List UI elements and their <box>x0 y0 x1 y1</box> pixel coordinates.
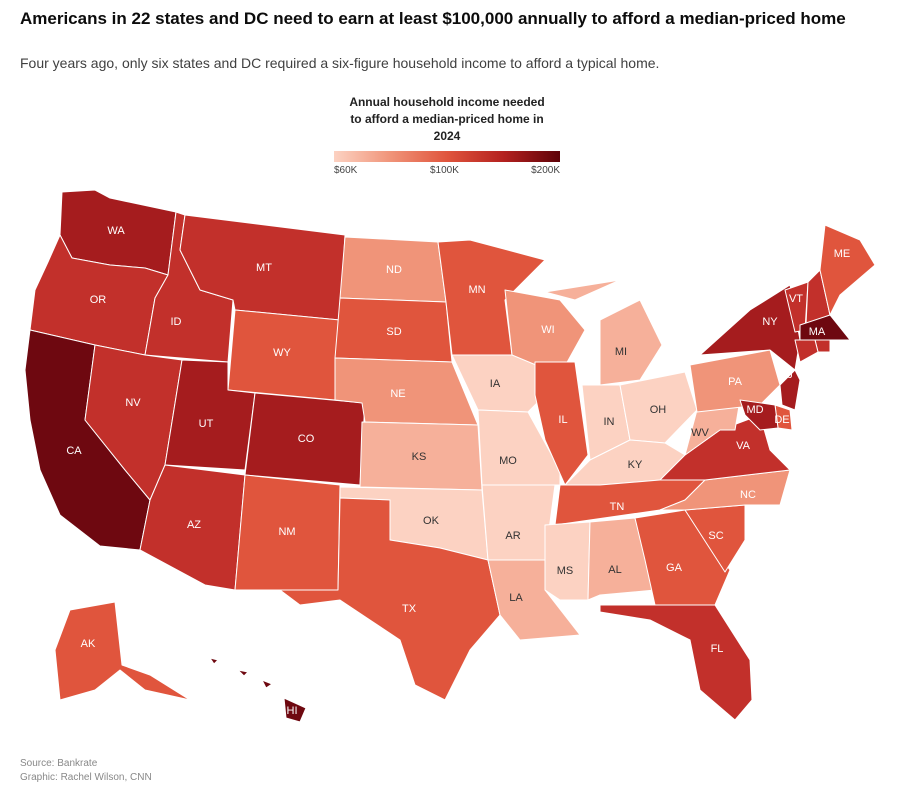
legend-color-scale <box>334 151 560 162</box>
label-NE: NE <box>390 388 405 400</box>
label-FL: FL <box>711 643 724 655</box>
label-MI: MI <box>615 346 627 358</box>
state-FL[interactable] <box>599 604 753 721</box>
label-AL: AL <box>608 564 621 576</box>
label-DE: DE <box>774 414 789 426</box>
label-SD: SD <box>386 326 401 338</box>
legend-title-line: 2024 <box>433 129 461 143</box>
label-VT: VT <box>789 293 803 305</box>
label-ME: ME <box>834 248 851 260</box>
label-AZ: AZ <box>187 519 201 531</box>
label-WY: WY <box>273 347 291 359</box>
label-MD: MD <box>746 404 763 416</box>
label-LA: LA <box>509 592 523 604</box>
legend-tick-60k: $60K <box>334 165 358 176</box>
label-ID: ID <box>171 316 182 328</box>
label-ND: ND <box>386 264 402 276</box>
label-MT: MT <box>256 262 272 274</box>
label-NV: NV <box>125 397 141 409</box>
label-NY: NY <box>762 316 778 328</box>
label-AK: AK <box>81 638 96 650</box>
label-IN: IN <box>604 416 615 428</box>
state-MN[interactable] <box>437 239 546 356</box>
legend: Annual household income needed to afford… <box>334 94 560 178</box>
label-AR: AR <box>505 530 520 542</box>
label-NJ: NJ <box>779 369 792 381</box>
label-NC: NC <box>740 489 756 501</box>
state-TX[interactable] <box>279 497 501 701</box>
label-OK: OK <box>423 515 440 527</box>
state-WV[interactable] <box>684 399 741 456</box>
state-NC[interactable] <box>659 469 791 511</box>
state-HI[interactable] <box>209 657 307 723</box>
label-VA: VA <box>736 440 751 452</box>
label-SC: SC <box>708 530 723 542</box>
legend-ticks: $60K $100K $200K <box>334 162 560 178</box>
legend-title-line: Annual household income needed <box>349 95 545 109</box>
label-NM: NM <box>278 526 295 538</box>
label-WI: WI <box>541 324 554 336</box>
label-IA: IA <box>490 378 501 390</box>
label-IL: IL <box>558 414 567 426</box>
us-map: WA OR CA ID NV MT WY UT CO AZ NM ND SD N… <box>0 170 911 735</box>
state-ME[interactable] <box>819 224 876 316</box>
state-AL[interactable] <box>587 517 656 601</box>
chart-subtitle: Four years ago, only six states and DC r… <box>20 55 660 71</box>
label-MA: MA <box>809 326 826 338</box>
label-MO: MO <box>499 455 517 467</box>
legend-tick-100k: $100K <box>430 165 459 176</box>
label-UT: UT <box>199 418 214 430</box>
label-MN: MN <box>468 284 485 296</box>
chart-title: Americans in 22 states and DC need to ea… <box>20 9 846 28</box>
state-MA[interactable] <box>799 314 851 341</box>
state-AK[interactable] <box>54 601 191 701</box>
label-CO: CO <box>298 433 315 445</box>
source-note: Source: Bankrate <box>20 758 98 769</box>
credits: Source: Bankrate Graphic: Rachel Wilson,… <box>20 757 152 785</box>
legend-title: Annual household income needed to afford… <box>334 94 560 145</box>
label-WV: WV <box>691 427 709 439</box>
state-MS[interactable] <box>544 521 591 601</box>
label-HI: HI <box>287 705 298 717</box>
label-PA: PA <box>728 376 743 388</box>
state-WI[interactable] <box>504 289 586 376</box>
state-NJ[interactable] <box>779 369 801 411</box>
state-OH[interactable] <box>619 371 698 444</box>
state-PA[interactable] <box>689 349 781 413</box>
state-labels: WA OR CA ID NV MT WY UT CO AZ NM ND SD N… <box>66 225 850 717</box>
label-TN: TN <box>610 501 625 513</box>
label-KY: KY <box>628 459 643 471</box>
us-map-svg: WA OR CA ID NV MT WY UT CO AZ NM ND SD N… <box>24 189 876 723</box>
label-MS: MS <box>557 565 574 577</box>
label-GA: GA <box>666 562 683 574</box>
label-OH: OH <box>650 404 667 416</box>
label-TX: TX <box>402 603 417 615</box>
state-MI[interactable] <box>544 279 663 386</box>
label-CA: CA <box>66 445 82 457</box>
label-KS: KS <box>412 451 427 463</box>
label-OR: OR <box>90 294 107 306</box>
state-AR[interactable] <box>481 484 556 561</box>
state-CT[interactable] <box>794 339 819 363</box>
legend-tick-200k: $200K <box>531 165 560 176</box>
state-MO[interactable] <box>477 409 561 486</box>
legend-title-line: to afford a median-priced home in <box>350 112 544 126</box>
graphic-credit: Graphic: Rachel Wilson, CNN <box>20 772 152 783</box>
label-WA: WA <box>107 225 125 237</box>
state-MD[interactable] <box>739 399 779 431</box>
